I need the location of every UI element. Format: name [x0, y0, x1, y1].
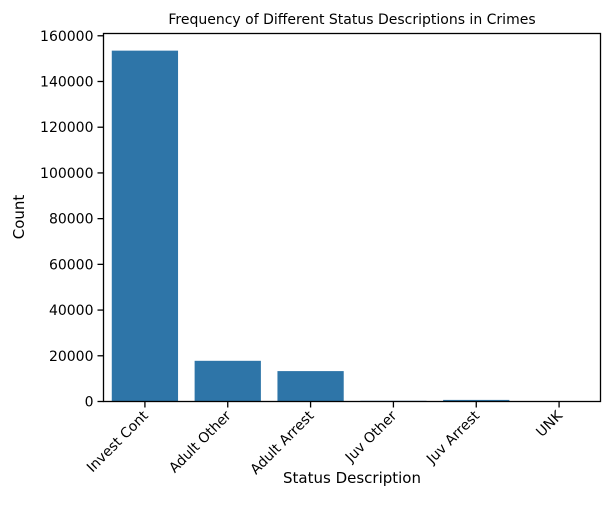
y-tick-label: 20000 [49, 349, 94, 365]
bar-adult-arrest [277, 371, 344, 402]
x-tick-label: Adult Arrest [248, 408, 318, 478]
x-axis-label: Status Description [283, 469, 421, 487]
y-tick-label: 120000 [40, 120, 93, 136]
chart-title: Frequency of Different Status Descriptio… [168, 12, 535, 28]
plot-frame [102, 32, 602, 403]
bar-invest-cont [111, 50, 179, 402]
y-axis-label: Count [10, 195, 28, 240]
bar-juv-arrest [443, 399, 510, 402]
x-tick-label: Juv Other [342, 408, 401, 467]
x-tick-label: Juv Arrest [423, 408, 483, 468]
y-tick-label: 60000 [49, 257, 94, 273]
y-tick-label: 40000 [49, 303, 94, 319]
y-tick-label: 140000 [40, 75, 93, 91]
y-tick-label: 100000 [40, 166, 93, 182]
y-tick-label: 80000 [49, 212, 94, 228]
x-tick-label: Invest Cont [84, 408, 152, 476]
x-axis-ticks: Invest Cont Adult Other Adult Arrest Juv Ot… [84, 401, 566, 478]
x-tick-label: UNK [533, 407, 566, 440]
y-tick-label: 160000 [40, 29, 93, 45]
bar-adult-other [194, 360, 261, 402]
y-axis-ticks: 0 20000 40000 60000 80000 100000 120000 140000 1… [40, 29, 104, 411]
x-tick-label: Adult Other [166, 408, 235, 477]
y-tick-label: 0 [85, 395, 94, 411]
bars-group [111, 50, 593, 402]
